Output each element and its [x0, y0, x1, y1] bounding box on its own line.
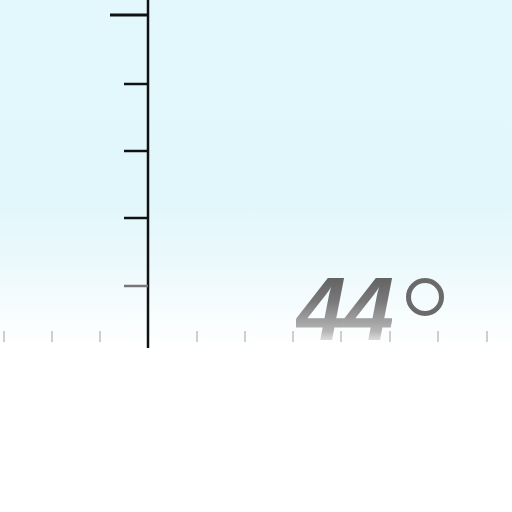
angle-readout: 44 [296, 262, 392, 358]
degree-icon [406, 278, 444, 316]
angle-value: 44 [296, 260, 393, 360]
ground-area [0, 344, 512, 512]
